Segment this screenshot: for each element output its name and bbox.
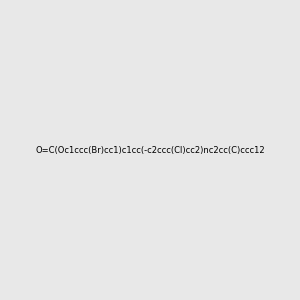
Text: O=C(Oc1ccc(Br)cc1)c1cc(-c2ccc(Cl)cc2)nc2cc(C)ccc12: O=C(Oc1ccc(Br)cc1)c1cc(-c2ccc(Cl)cc2)nc2… xyxy=(35,146,265,154)
